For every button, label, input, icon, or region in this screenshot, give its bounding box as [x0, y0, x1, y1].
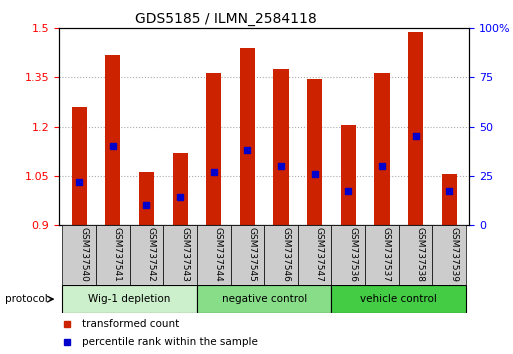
- Text: vehicle control: vehicle control: [360, 294, 437, 304]
- Text: transformed count: transformed count: [82, 319, 180, 329]
- Text: percentile rank within the sample: percentile rank within the sample: [82, 337, 258, 347]
- Text: GSM737546: GSM737546: [281, 227, 290, 281]
- Text: GSM737545: GSM737545: [247, 227, 256, 281]
- Bar: [163, 225, 197, 285]
- Bar: [298, 225, 331, 285]
- Bar: [307, 79, 322, 225]
- Bar: [63, 225, 96, 285]
- Bar: [172, 153, 188, 225]
- Text: GSM737543: GSM737543: [180, 227, 189, 281]
- Bar: [197, 225, 230, 285]
- Bar: [63, 285, 197, 313]
- Text: GSM737537: GSM737537: [382, 227, 391, 281]
- Bar: [432, 225, 466, 285]
- Text: GSM737538: GSM737538: [416, 227, 425, 281]
- Text: GSM737542: GSM737542: [146, 227, 155, 281]
- Bar: [331, 285, 466, 313]
- Bar: [331, 225, 365, 285]
- Bar: [240, 48, 255, 225]
- Bar: [399, 225, 432, 285]
- Bar: [197, 285, 331, 313]
- Text: protocol: protocol: [5, 294, 48, 304]
- Text: GDS5185 / ILMN_2584118: GDS5185 / ILMN_2584118: [135, 12, 317, 27]
- Bar: [206, 73, 221, 225]
- Bar: [230, 225, 264, 285]
- Bar: [130, 225, 163, 285]
- Text: GSM737539: GSM737539: [449, 227, 458, 281]
- Bar: [365, 225, 399, 285]
- Text: GSM737544: GSM737544: [214, 227, 223, 281]
- Text: Wig-1 depletion: Wig-1 depletion: [88, 294, 171, 304]
- Text: GSM737547: GSM737547: [314, 227, 324, 281]
- Text: negative control: negative control: [222, 294, 307, 304]
- Bar: [273, 69, 289, 225]
- Bar: [264, 225, 298, 285]
- Bar: [72, 107, 87, 225]
- Text: GSM737536: GSM737536: [348, 227, 357, 281]
- Bar: [374, 73, 389, 225]
- Bar: [139, 172, 154, 225]
- Bar: [341, 125, 356, 225]
- Text: GSM737540: GSM737540: [79, 227, 88, 281]
- Text: GSM737541: GSM737541: [113, 227, 122, 281]
- Bar: [96, 225, 130, 285]
- Bar: [105, 55, 121, 225]
- Bar: [442, 174, 457, 225]
- Bar: [408, 32, 423, 225]
